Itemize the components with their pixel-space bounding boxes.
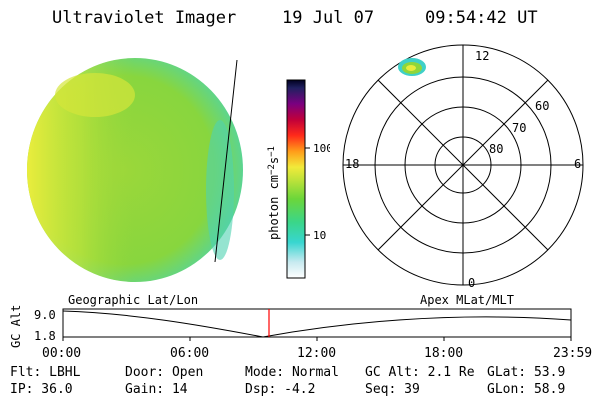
apex-title: Apex MLat/MLT — [420, 293, 514, 307]
alt-plot-frame — [62, 308, 572, 338]
alt-ytick-low: 1.8 — [34, 329, 56, 343]
mlat-label-80: 80 — [489, 142, 503, 156]
status-door: Door: Open — [125, 365, 204, 380]
alt-ytick-high: 9.0 — [34, 308, 56, 322]
mlt-label-6: 6 — [574, 157, 581, 171]
colorbar-tick-10: 10 — [313, 229, 326, 242]
polar-plot: 12 18 6 0 60 70 80 — [342, 44, 584, 290]
colorbar-tick-100: 100 — [313, 142, 330, 155]
mlt-label-18: 18 — [345, 157, 359, 171]
mlat-label-70: 70 — [512, 121, 526, 135]
instrument-title: Ultraviolet Imager — [52, 8, 237, 28]
colorbar-unit-label: photon cm−2s−1 — [267, 146, 281, 240]
altitude-curve — [62, 310, 572, 338]
colorbar: 100 10 photon cm−2s−1 — [267, 79, 330, 279]
terminator-line — [214, 59, 238, 263]
earth-disk — [27, 58, 243, 282]
mlat-label-60: 60 — [535, 99, 549, 113]
mlt-label-12: 12 — [475, 49, 489, 63]
status-seq: Seq: 39 — [365, 382, 420, 397]
status-gain: Gain: 14 — [125, 382, 188, 397]
status-mode: Mode: Normal — [245, 365, 339, 380]
polar-auroral-patch — [398, 58, 426, 76]
status-dsp: Dsp: -4.2 — [245, 382, 316, 397]
status-gc-alt: GC Alt: 2.1 Re — [365, 365, 475, 380]
alt-xtick-0600: 06:00 — [170, 346, 210, 361]
geographic-title: Geographic Lat/Lon — [68, 293, 198, 307]
status-filter: Flt: LBHL — [10, 365, 81, 380]
status-ip: IP: 36.0 — [10, 382, 73, 397]
observation-date: 19 Jul 07 — [282, 8, 375, 28]
status-glat: GLat: 53.9 — [487, 365, 566, 380]
alt-xtick-1200: 12:00 — [297, 346, 337, 361]
alt-ylabel: GC Alt — [9, 305, 23, 348]
observation-time: 09:54:42 UT — [425, 8, 538, 28]
alt-xtick-1800: 18:00 — [424, 346, 464, 361]
status-glon: GLon: 58.9 — [487, 382, 566, 397]
alt-xtick-0000: 00:00 — [42, 346, 82, 361]
uv-earth-image — [27, 58, 243, 282]
alt-xtick-2359: 23:59 — [553, 346, 593, 361]
altitude-plot: Geographic Lat/Lon Apex MLat/MLT GC Alt … — [9, 293, 572, 348]
mlt-label-0: 0 — [468, 276, 475, 290]
